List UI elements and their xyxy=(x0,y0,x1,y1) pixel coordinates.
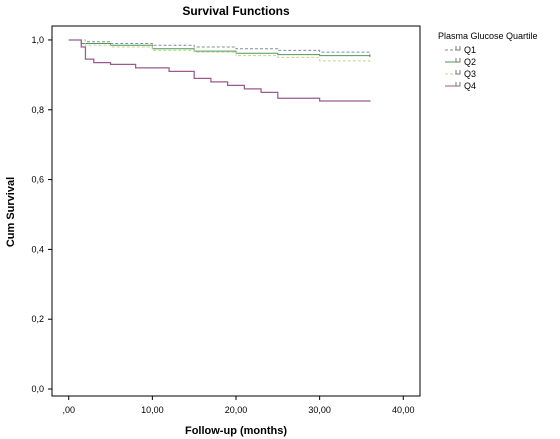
series-lines xyxy=(68,39,371,102)
legend-title: Plasma Glucose Quartile xyxy=(438,31,538,41)
legend-items: Q1 Q2 Q3 Q4 xyxy=(445,45,476,91)
y-tick-label: 0,2 xyxy=(31,314,44,324)
y-tick-label: 0,6 xyxy=(31,175,44,185)
legend-marker-q2 xyxy=(455,58,461,63)
x-tick-label: 40,00 xyxy=(392,405,415,415)
plot-area: ,00 10,00 20,00 30,00 40,00 0,0 0,2 0,4 0,6 0,8 1… xyxy=(31,25,421,415)
x-axis-title: Follow-up (months) xyxy=(185,425,287,437)
legend-label-q2: Q2 xyxy=(464,57,476,67)
series-line-q3 xyxy=(68,39,371,63)
plot-frame xyxy=(51,25,421,397)
series-line-q1 xyxy=(68,39,371,58)
x-tick-label: 20,00 xyxy=(225,405,248,415)
x-axis: ,00 10,00 20,00 30,00 40,00 xyxy=(62,396,415,415)
legend-marker-q1 xyxy=(455,46,461,51)
y-tick-label: 0,4 xyxy=(31,244,44,254)
x-tick-label: 30,00 xyxy=(308,405,331,415)
series-line-q4 xyxy=(68,39,371,102)
y-tick-label: 0,8 xyxy=(31,105,44,115)
y-tick-label: 1,0 xyxy=(31,35,44,45)
chart-title: Survival Functions xyxy=(182,4,290,18)
legend-label-q4: Q4 xyxy=(464,81,476,91)
legend: Plasma Glucose Quartile Q1 Q2 Q3 Q4 xyxy=(438,31,538,91)
legend-label-q1: Q1 xyxy=(464,45,476,55)
legend-marker-q4 xyxy=(455,82,461,87)
y-axis: 0,0 0,2 0,4 0,6 0,8 1,0 xyxy=(31,35,52,394)
x-tick-label: 10,00 xyxy=(141,405,164,415)
legend-marker-q3 xyxy=(455,70,461,75)
y-tick-label: 0,0 xyxy=(31,384,44,394)
legend-label-q3: Q3 xyxy=(464,69,476,79)
y-axis-title: Cum Survival xyxy=(5,177,17,247)
series-line-q2 xyxy=(68,39,371,57)
x-tick-label: ,00 xyxy=(62,405,75,415)
